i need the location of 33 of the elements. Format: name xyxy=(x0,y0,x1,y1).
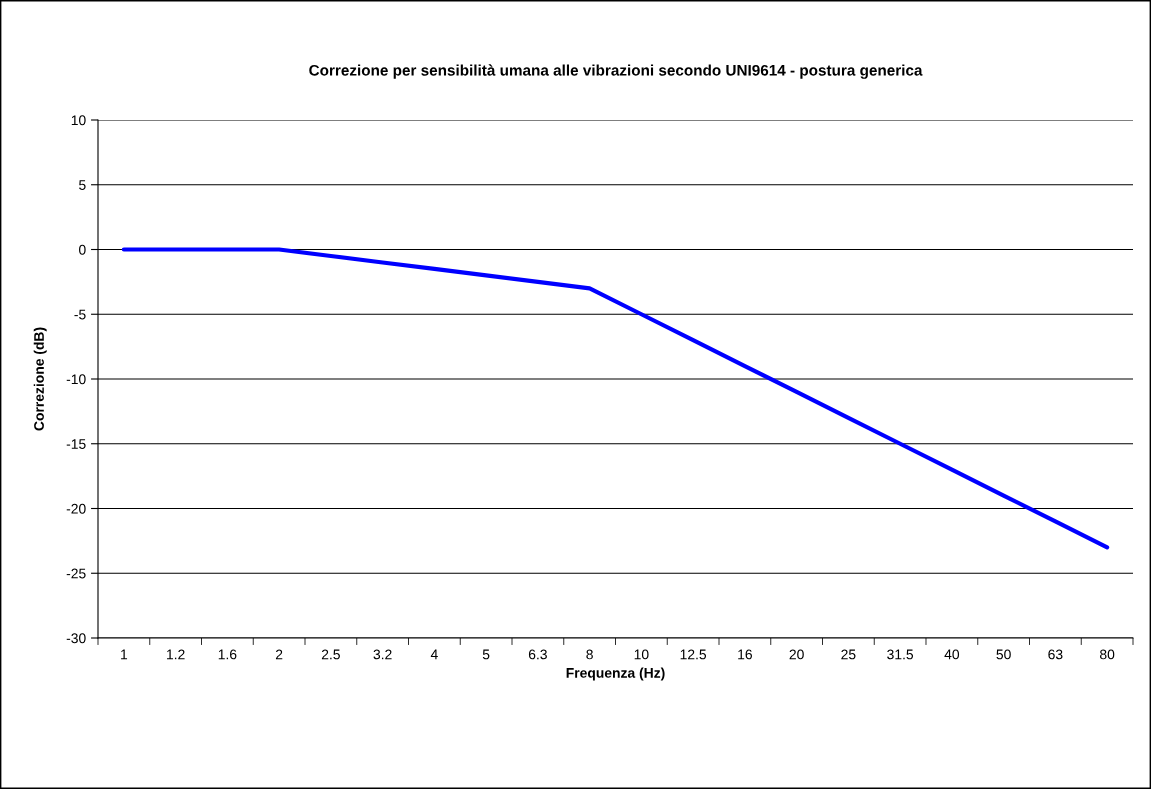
x-tick-label: 1.2 xyxy=(167,649,185,660)
x-tick-label: 5 xyxy=(482,649,490,660)
x-tick-label: 1.6 xyxy=(218,649,237,660)
x-tick-label: 2 xyxy=(275,649,283,660)
x-tick-label: 63 xyxy=(1048,649,1063,660)
y-tick-label: -30 xyxy=(66,633,86,644)
x-tick-label: 31.5 xyxy=(887,649,914,660)
y-tick-label: 0 xyxy=(79,244,86,255)
x-tick-label: 3.2 xyxy=(373,649,392,660)
x-tick-label: 6.3 xyxy=(528,649,547,660)
x-tick-label: 25 xyxy=(841,649,856,660)
line-series xyxy=(121,247,1110,550)
x-tick-label: 20 xyxy=(789,649,804,660)
x-tick-label: 80 xyxy=(1100,649,1115,660)
y-tick-label: -5 xyxy=(74,309,86,320)
x-tick-label: 50 xyxy=(996,649,1011,660)
y-tick-label: 5 xyxy=(79,180,86,190)
y-tick-label: -20 xyxy=(66,503,86,514)
x-tick-label: 40 xyxy=(944,649,960,660)
y-axis-title: Correzione (dB) xyxy=(33,327,47,431)
x-tick-label: 12.5 xyxy=(680,649,707,660)
y-tick-label: -15 xyxy=(66,439,86,449)
x-tick-label: 16 xyxy=(738,649,752,660)
chart-title: Correzione per sensibilità umana alle vibrazioni secondo UNI9614 - postura generica xyxy=(309,64,923,79)
x-tick-label: 2.5 xyxy=(321,649,340,660)
x-tick-label: 8 xyxy=(586,649,593,660)
y-tick-label: 10 xyxy=(71,115,86,126)
y-tick-label: -10 xyxy=(66,374,86,385)
x-axis-title: Frequenza (Hz) xyxy=(566,667,665,681)
y-tick-label: -25 xyxy=(66,568,86,579)
x-tick-label: 1 xyxy=(121,649,128,660)
x-tick-label: 4 xyxy=(430,649,438,660)
x-tick-label: 10 xyxy=(634,649,649,660)
